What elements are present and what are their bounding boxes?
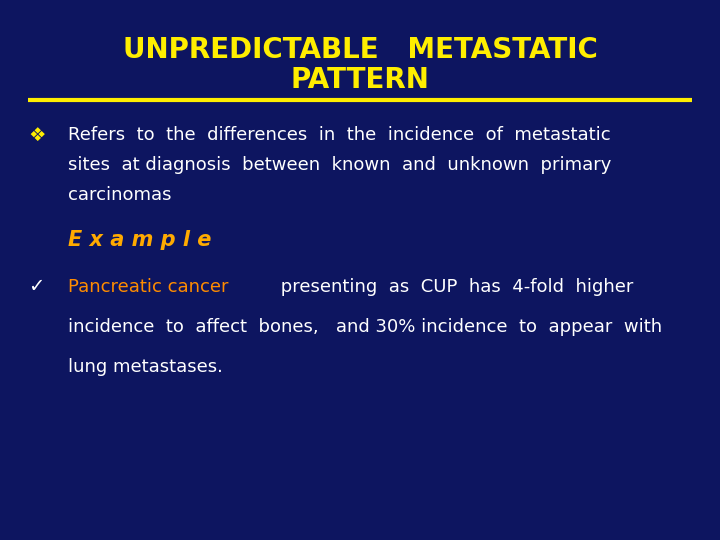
Text: UNPREDICTABLE   METASTATIC: UNPREDICTABLE METASTATIC xyxy=(122,36,598,64)
Text: PATTERN: PATTERN xyxy=(291,66,429,94)
Text: presenting  as  CUP  has  4-fold  higher: presenting as CUP has 4-fold higher xyxy=(275,278,634,296)
Text: ❖: ❖ xyxy=(28,125,45,145)
Text: Refers  to  the  differences  in  the  incidence  of  metastatic: Refers to the differences in the inciden… xyxy=(68,126,611,144)
Text: carcinomas: carcinomas xyxy=(68,186,171,204)
Text: ✓: ✓ xyxy=(28,278,45,296)
Text: Pancreatic cancer: Pancreatic cancer xyxy=(68,278,228,296)
Text: lung metastases.: lung metastases. xyxy=(68,358,223,376)
Text: E x a m p l e: E x a m p l e xyxy=(68,230,212,250)
Text: incidence  to  affect  bones,   and 30% incidence  to  appear  with: incidence to affect bones, and 30% incid… xyxy=(68,318,662,336)
Text: sites  at diagnosis  between  known  and  unknown  primary: sites at diagnosis between known and unk… xyxy=(68,156,611,174)
